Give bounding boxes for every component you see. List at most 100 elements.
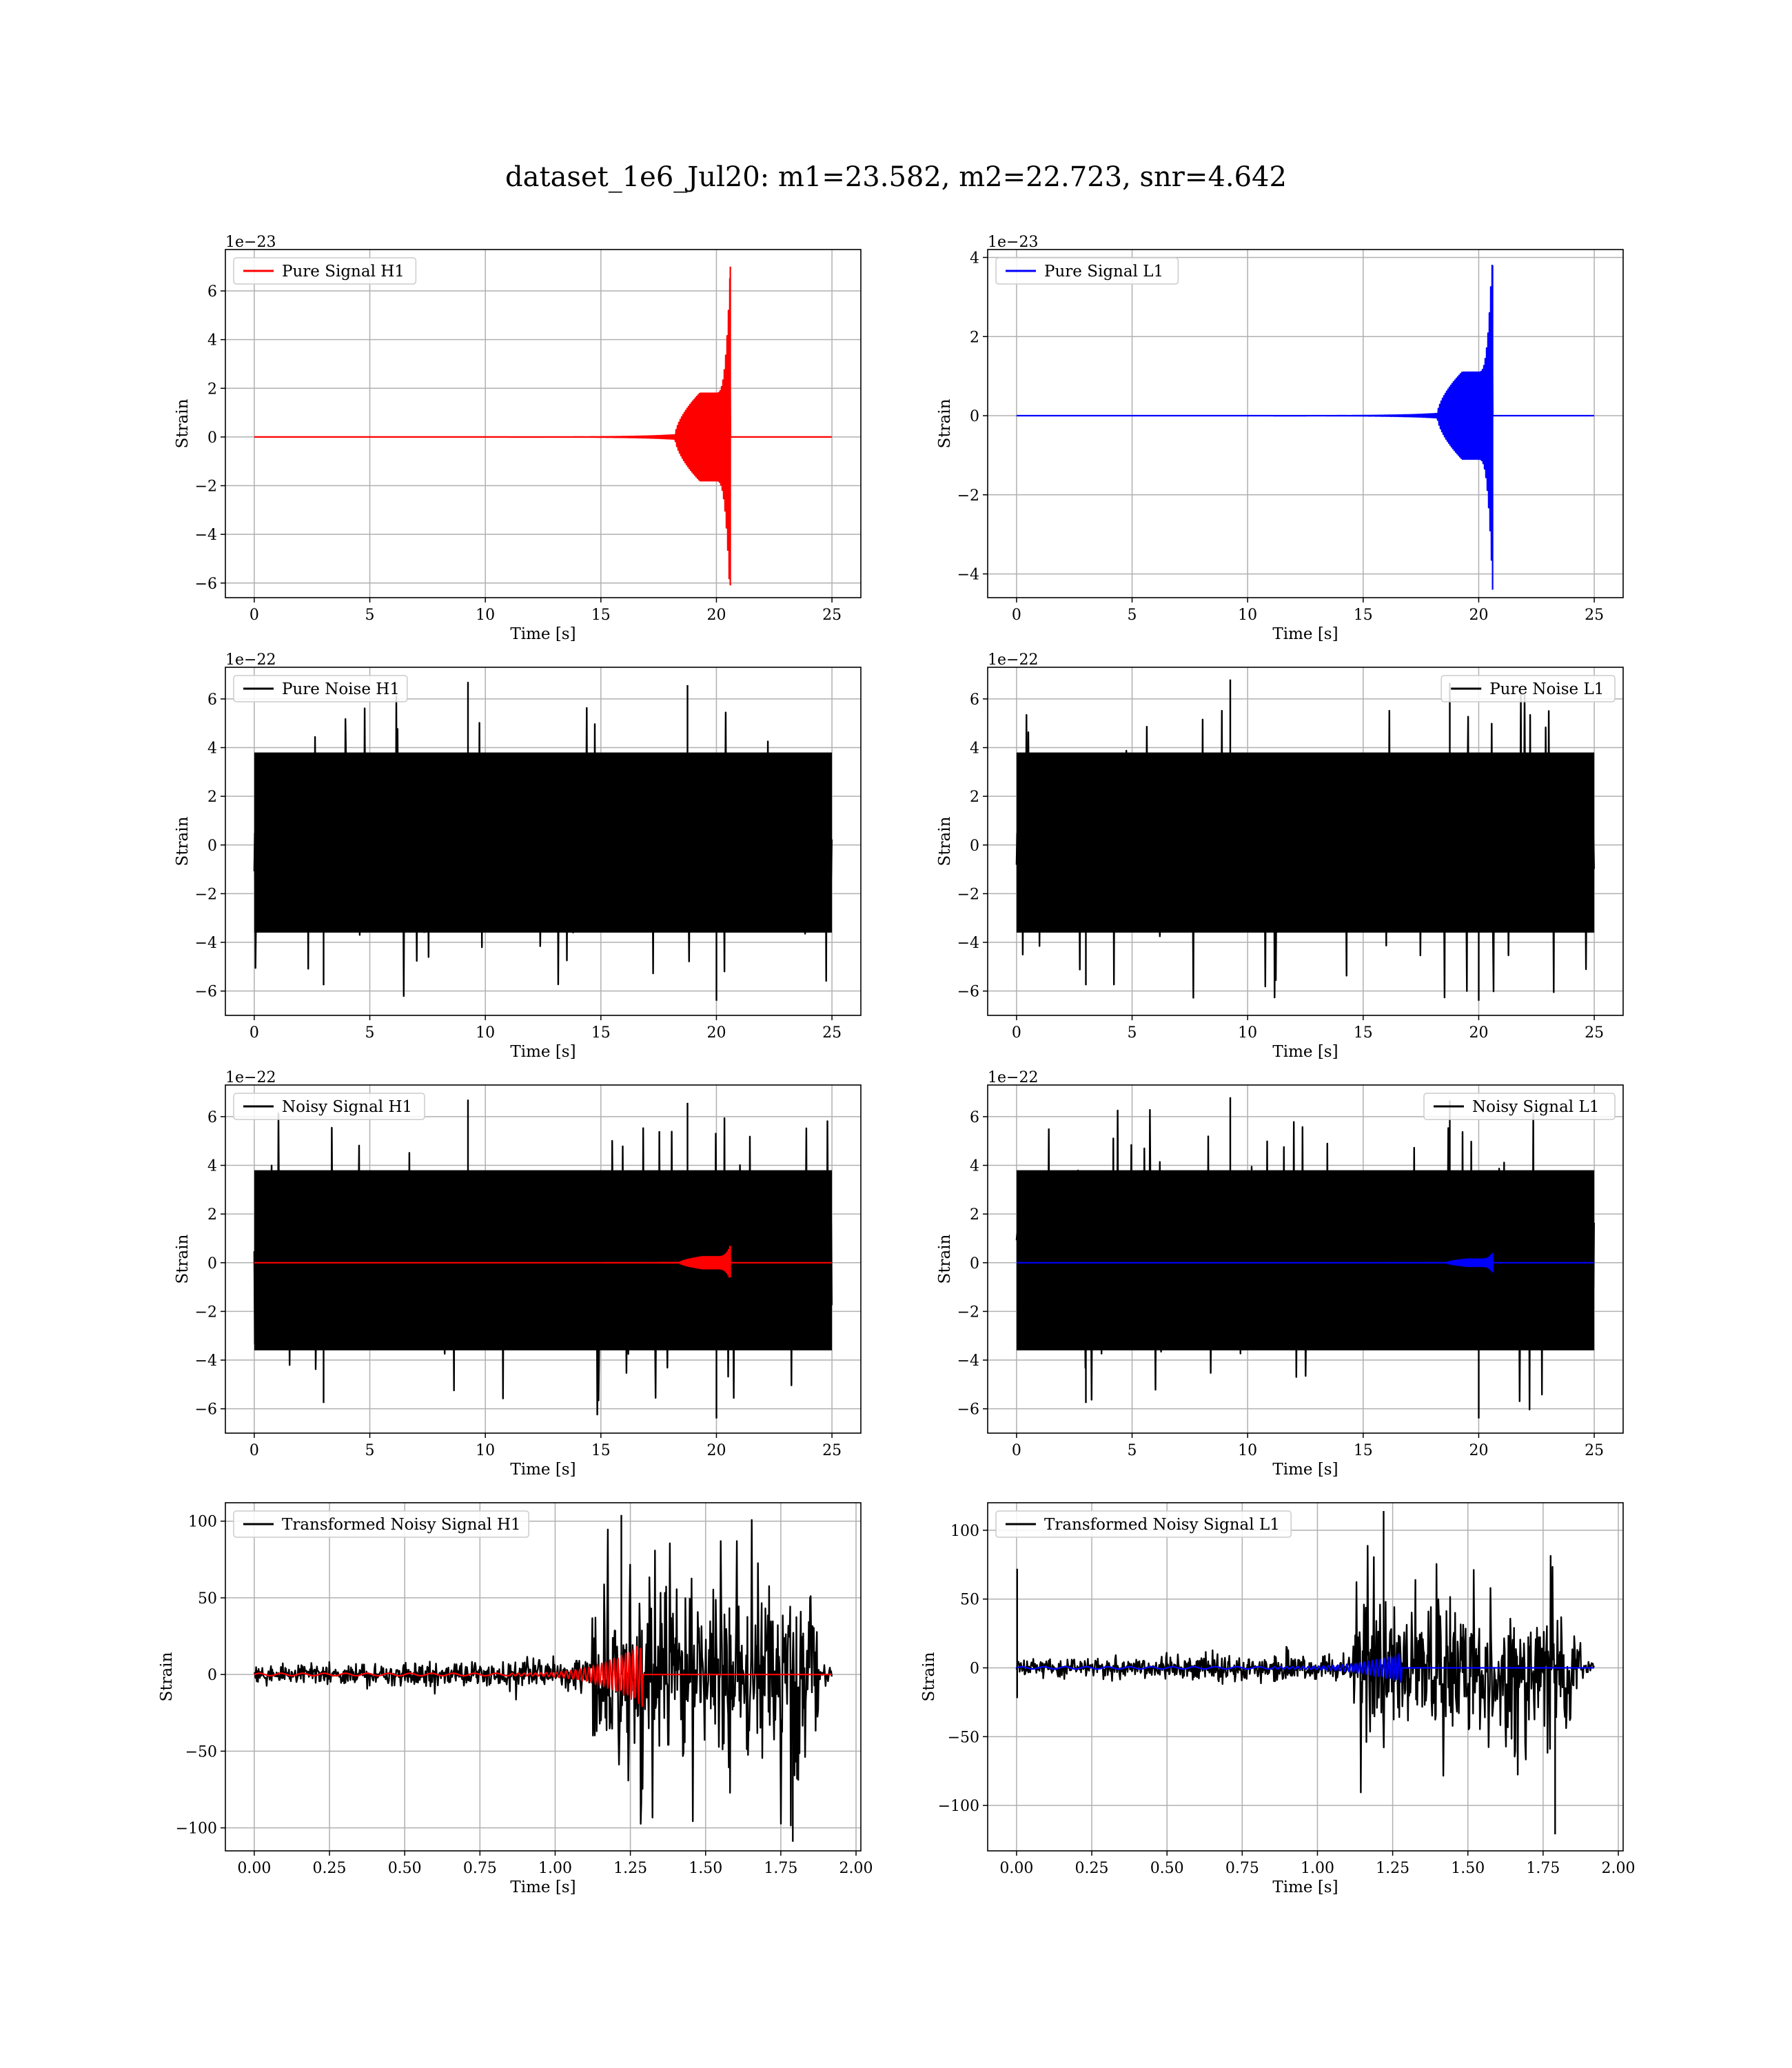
- x-tick-label: 1.50: [1451, 1860, 1485, 1877]
- offset-text: 1e−22: [225, 651, 276, 669]
- y-tick-label: 0: [970, 838, 979, 855]
- axes-frame: [225, 1502, 862, 1852]
- y-tick-label: 2: [970, 329, 979, 346]
- series-line-pure-signal-h1-0: [254, 266, 832, 586]
- y-tick-label: −2: [195, 1304, 217, 1321]
- plot-area: [1016, 264, 1594, 590]
- y-tick-label: 0: [207, 429, 217, 447]
- panel-pure-signal-l1: 0 5 10 15 20 25 −4 −2 0 2 4 Time [s] Strain 1e−23 Pure…: [936, 234, 1624, 643]
- y-axis-label: Strain: [158, 1652, 176, 1701]
- y-tick-label: 0: [207, 1255, 217, 1273]
- y-tick-label: 6: [207, 691, 217, 709]
- y-axis-label: Strain: [936, 398, 954, 448]
- y-tick-label: 2: [207, 381, 217, 398]
- series-line-pure-noise-h1-0: [253, 682, 833, 1001]
- series-line-noisy-signal-l1-1: [1016, 1253, 1594, 1273]
- y-tick-label: 0: [207, 1667, 217, 1684]
- y-tick-label: −4: [195, 1352, 217, 1370]
- x-axis-label: Time [s]: [1272, 1878, 1338, 1896]
- y-tick-label: 4: [207, 740, 217, 758]
- legend-label: Pure Noise L1: [1489, 680, 1604, 698]
- x-tick-label: 0: [1012, 1442, 1021, 1459]
- y-axis-label: Strain: [174, 816, 192, 866]
- y-tick-label: −4: [957, 935, 979, 952]
- y-tick-label: −2: [957, 1304, 979, 1321]
- x-tick-label: 20: [1469, 1024, 1488, 1042]
- y-tick-label: 0: [970, 1661, 979, 1678]
- y-tick-label: −4: [195, 935, 217, 952]
- series-line-transformed-noisy-signal-h1-1: [254, 1645, 832, 1707]
- legend: Pure Noise H1: [233, 675, 408, 702]
- x-tick-label: 1.25: [613, 1860, 647, 1877]
- y-tick-label: 6: [207, 1109, 217, 1126]
- panel-noisy-signal-l1: 0 5 10 15 20 25 −6 −4 −2 0 2 4 6 Time [s] Strain 1e−22 N…: [936, 1069, 1624, 1479]
- x-tick-label: 20: [1469, 607, 1488, 624]
- plot-area: [1015, 679, 1595, 1001]
- x-tick-label: 20: [706, 607, 726, 624]
- x-tick-label: 15: [591, 607, 611, 624]
- offset-text: 1e−22: [988, 1069, 1038, 1086]
- y-tick-label: −50: [948, 1729, 979, 1746]
- axes-frame: [987, 667, 1624, 1016]
- legend: Noisy Signal H1: [233, 1093, 425, 1120]
- y-tick-label: −4: [957, 1352, 979, 1370]
- x-axis-label: Time [s]: [510, 1043, 576, 1061]
- x-tick-label: 15: [1354, 1442, 1373, 1459]
- plot-area: [253, 682, 833, 1001]
- x-tick-label: 20: [706, 1442, 726, 1459]
- x-tick-label: 0.50: [1150, 1860, 1184, 1877]
- x-tick-label: 20: [1469, 1442, 1488, 1459]
- y-tick-label: 6: [970, 1109, 979, 1126]
- plot-area: [253, 1514, 833, 1842]
- y-tick-label: 2: [207, 789, 217, 806]
- x-tick-label: 1.75: [764, 1860, 797, 1877]
- x-tick-label: 5: [365, 1442, 375, 1459]
- y-tick-label: 4: [970, 1158, 979, 1175]
- panel-pure-noise-l1: 0 5 10 15 20 25 −6 −4 −2 0 2 4 6 Time [s] Strain 1e−22 P…: [936, 651, 1624, 1061]
- y-axis-label: Strain: [936, 1234, 954, 1284]
- legend-box: [233, 675, 408, 702]
- legend-label: Pure Noise H1: [282, 680, 400, 698]
- y-tick-label: 6: [207, 283, 217, 301]
- plot-area: [1015, 1097, 1595, 1419]
- x-tick-label: 10: [1238, 607, 1257, 624]
- x-tick-label: 25: [1585, 1442, 1604, 1459]
- legend-label: Pure Signal L1: [1044, 263, 1163, 281]
- legend-box: [995, 1510, 1292, 1538]
- x-tick-label: 0.50: [388, 1860, 422, 1877]
- legend-label: Transformed Noisy Signal H1: [282, 1516, 521, 1534]
- axes-frame: [225, 249, 862, 598]
- y-tick-label: 2: [970, 1206, 979, 1224]
- x-tick-label: 25: [1585, 607, 1604, 624]
- x-tick-label: 0.25: [1075, 1860, 1109, 1877]
- legend-box: [233, 257, 417, 285]
- legend: Transformed Noisy Signal H1: [233, 1510, 529, 1538]
- legend-label: Noisy Signal L1: [1472, 1098, 1599, 1116]
- x-tick-label: 15: [591, 1024, 611, 1042]
- x-tick-label: 10: [476, 1442, 495, 1459]
- panel-transformed-noisy-signal-h1: 0.00 0.25 0.50 0.75 1.00 1.25 1.50 1.75 2.00 −100…: [158, 1502, 873, 1896]
- y-tick-label: 2: [207, 1206, 217, 1224]
- x-tick-label: 15: [1354, 1024, 1373, 1042]
- plot-area: [254, 266, 832, 586]
- x-tick-label: 10: [1238, 1442, 1257, 1459]
- x-tick-label: 5: [365, 1024, 375, 1042]
- series-line-noisy-signal-h1-1: [254, 1246, 832, 1278]
- x-tick-label: 10: [476, 1024, 495, 1042]
- series-line-pure-signal-l1-0: [1016, 264, 1594, 590]
- y-tick-label: −4: [957, 567, 979, 584]
- x-tick-label: 5: [1128, 1442, 1137, 1459]
- x-tick-label: 2.00: [1602, 1860, 1636, 1877]
- y-tick-label: 4: [207, 332, 217, 349]
- series-line-noisy-signal-l1-0: [1015, 1097, 1595, 1419]
- legend-label: Pure Signal H1: [282, 263, 405, 281]
- series-line-transformed-noisy-signal-l1-0: [1015, 1511, 1595, 1834]
- y-tick-label: −6: [195, 1401, 217, 1419]
- series-line-pure-noise-l1-0: [1015, 679, 1595, 1001]
- y-tick-label: −100: [938, 1798, 979, 1815]
- y-tick-label: −2: [195, 478, 217, 496]
- y-tick-label: −6: [957, 1401, 979, 1419]
- y-tick-label: −2: [957, 487, 979, 505]
- y-axis-label: Strain: [174, 398, 192, 448]
